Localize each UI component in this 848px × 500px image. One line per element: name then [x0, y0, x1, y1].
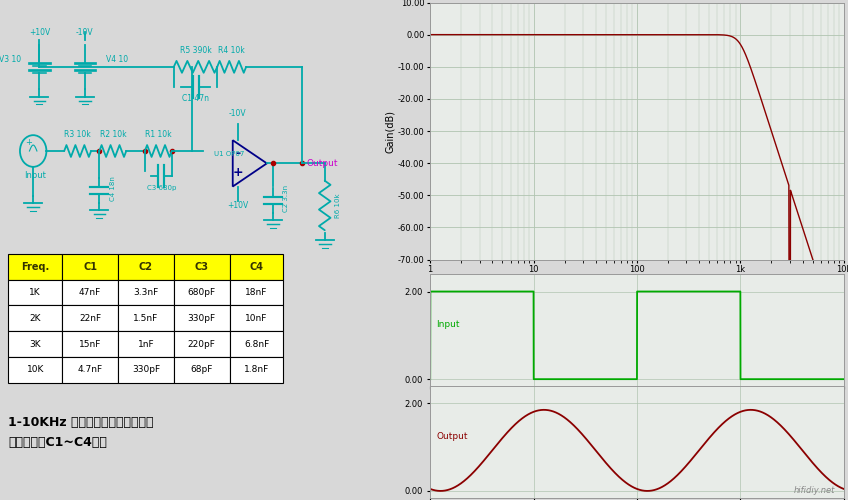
- Text: 4.7nF: 4.7nF: [77, 366, 103, 374]
- FancyBboxPatch shape: [118, 280, 174, 305]
- Text: 2K: 2K: [30, 314, 41, 323]
- Text: 15nF: 15nF: [79, 340, 101, 348]
- Text: +: +: [232, 166, 243, 179]
- Text: 1.8nF: 1.8nF: [244, 366, 269, 374]
- Text: 1-10KHz 根据频率不同可以按比例
来选择电容C1~C4的值: 1-10KHz 根据频率不同可以按比例 来选择电容C1~C4的值: [8, 416, 153, 449]
- Text: C4 18n: C4 18n: [109, 176, 115, 201]
- Text: Output: Output: [306, 159, 338, 168]
- Text: Freq.: Freq.: [21, 262, 49, 272]
- Text: C3 680p: C3 680p: [147, 184, 176, 190]
- Text: 10nF: 10nF: [245, 314, 268, 323]
- Text: hifidiy.net: hifidiy.net: [794, 486, 835, 495]
- FancyBboxPatch shape: [174, 357, 230, 382]
- Text: C2 3.3n: C2 3.3n: [283, 184, 289, 212]
- Text: 3K: 3K: [30, 340, 41, 348]
- Text: -: -: [235, 148, 240, 160]
- FancyBboxPatch shape: [118, 331, 174, 357]
- Text: U1 OP07: U1 OP07: [215, 151, 245, 157]
- Text: C2: C2: [139, 262, 153, 272]
- FancyBboxPatch shape: [118, 357, 174, 382]
- FancyBboxPatch shape: [8, 280, 62, 305]
- Text: R1 10k: R1 10k: [145, 130, 172, 139]
- Text: R2 10k: R2 10k: [100, 130, 126, 139]
- FancyBboxPatch shape: [62, 306, 118, 331]
- Text: R6 10k: R6 10k: [335, 193, 341, 218]
- Text: 1K: 1K: [30, 288, 41, 297]
- Text: Input: Input: [437, 320, 460, 329]
- Text: 680pF: 680pF: [187, 288, 215, 297]
- FancyBboxPatch shape: [174, 280, 230, 305]
- FancyBboxPatch shape: [62, 357, 118, 382]
- Text: +10V: +10V: [227, 201, 248, 210]
- Text: 330pF: 330pF: [131, 366, 160, 374]
- Y-axis label: Gain(dB): Gain(dB): [385, 110, 395, 152]
- FancyBboxPatch shape: [8, 306, 62, 331]
- Text: Input: Input: [25, 171, 46, 180]
- FancyBboxPatch shape: [174, 254, 230, 280]
- FancyBboxPatch shape: [8, 254, 62, 280]
- FancyBboxPatch shape: [118, 254, 174, 280]
- Text: 68pF: 68pF: [191, 366, 213, 374]
- Text: +10V: +10V: [29, 28, 50, 36]
- Text: 220pF: 220pF: [187, 340, 215, 348]
- FancyBboxPatch shape: [8, 331, 62, 357]
- Text: R5 390k: R5 390k: [180, 46, 212, 55]
- Text: 3.3nF: 3.3nF: [133, 288, 159, 297]
- FancyBboxPatch shape: [118, 306, 174, 331]
- Text: C4: C4: [249, 262, 264, 272]
- Text: V4 10: V4 10: [105, 55, 128, 64]
- Text: V3 10: V3 10: [0, 55, 21, 64]
- Text: -10V: -10V: [76, 28, 93, 36]
- FancyBboxPatch shape: [174, 306, 230, 331]
- Text: R3 10k: R3 10k: [64, 130, 92, 139]
- FancyBboxPatch shape: [62, 254, 118, 280]
- X-axis label: Frequency (Hz): Frequency (Hz): [600, 277, 673, 287]
- FancyBboxPatch shape: [230, 280, 283, 305]
- Text: 330pF: 330pF: [187, 314, 215, 323]
- Text: Output: Output: [437, 432, 468, 440]
- Text: +: +: [25, 138, 32, 147]
- FancyBboxPatch shape: [62, 331, 118, 357]
- Text: R4 10k: R4 10k: [218, 46, 245, 55]
- Text: 10K: 10K: [26, 366, 44, 374]
- FancyBboxPatch shape: [230, 331, 283, 357]
- FancyBboxPatch shape: [62, 280, 118, 305]
- FancyBboxPatch shape: [230, 254, 283, 280]
- FancyBboxPatch shape: [230, 357, 283, 382]
- Text: 1nF: 1nF: [137, 340, 154, 348]
- FancyBboxPatch shape: [8, 357, 62, 382]
- Text: C1 47n: C1 47n: [182, 94, 209, 102]
- Text: -10V: -10V: [229, 110, 247, 118]
- Text: C1: C1: [83, 262, 97, 272]
- Text: 1.5nF: 1.5nF: [133, 314, 159, 323]
- FancyBboxPatch shape: [230, 306, 283, 331]
- Text: 6.8nF: 6.8nF: [244, 340, 269, 348]
- FancyBboxPatch shape: [174, 331, 230, 357]
- Text: C3: C3: [195, 262, 209, 272]
- Text: 18nF: 18nF: [245, 288, 268, 297]
- Text: 47nF: 47nF: [79, 288, 101, 297]
- Text: 22nF: 22nF: [79, 314, 101, 323]
